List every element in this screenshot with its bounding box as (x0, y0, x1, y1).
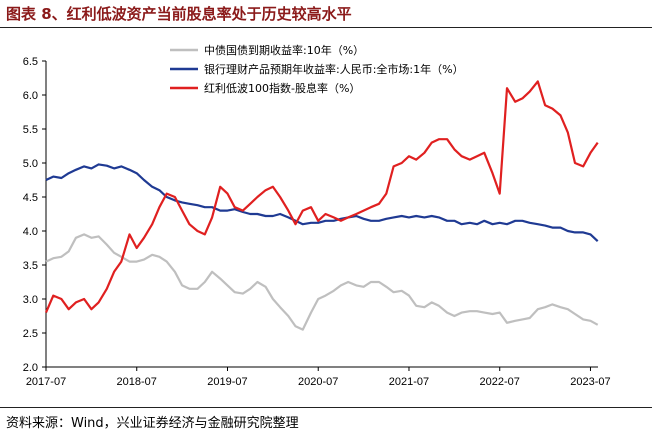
source-note: 资料来源：Wind，兴业证券经济与金融研究院整理 (6, 416, 299, 431)
chart-axes: 2.0 2.5 3.0 3.5 4.0 4.5 5.0 5.5 6.0 6.5 2017-07 201… (23, 56, 611, 388)
y-tick-label: 5.0 (23, 158, 38, 170)
y-tick-label: 6.5 (23, 56, 38, 68)
figure-title: 图表 8、红利低波资产当前股息率处于历史较高水平 (6, 5, 352, 23)
legend-entry-label: 银行理财产品预期年收益率:人民币:全市场:1年（%） (204, 62, 464, 76)
x-tick-label: 2019-07 (207, 376, 247, 388)
y-tick-label: 6.0 (23, 90, 38, 102)
chart-legend: 中债国债到期收益率:10年（%） 银行理财产品预期年收益率:人民币:全市场:1年（… (170, 43, 464, 95)
y-tick-label: 4.0 (23, 226, 38, 238)
y-tick-label: 5.5 (23, 124, 38, 136)
chart-series (44, 80, 599, 331)
y-tick-label: 3.0 (23, 294, 38, 306)
legend-entry-label: 中债国债到期收益率:10年（%） (204, 43, 364, 57)
source-divider (0, 407, 652, 408)
x-tick-label: 2017-07 (26, 376, 66, 388)
y-tick-label: 2.0 (23, 362, 38, 374)
y-tick-label: 4.5 (23, 192, 38, 204)
wealth-product-yield-line (45, 163, 599, 242)
x-tick-label: 2020-07 (298, 376, 338, 388)
x-tick-label: 2021-07 (389, 376, 429, 388)
y-tick-label: 2.5 (23, 328, 38, 340)
dividend-index-yield-line (44, 80, 599, 314)
legend-entry-label: 红利低波100指数-股息率（%） (204, 81, 360, 95)
x-tick-label: 2022-07 (480, 376, 520, 388)
x-tick-label: 2018-07 (117, 376, 157, 388)
title-divider (0, 27, 652, 28)
gov-bond-yield-line (45, 233, 599, 331)
x-tick-label: 2023-07 (570, 376, 610, 388)
y-tick-label: 3.5 (23, 260, 38, 272)
